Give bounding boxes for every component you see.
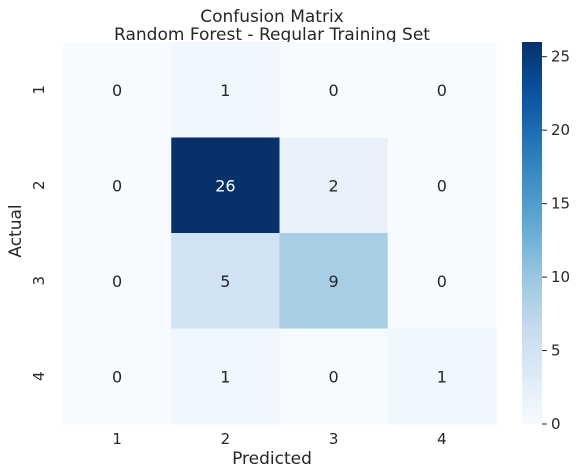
heatmap-cell [279, 137, 389, 234]
heatmap-cell-label: 0 [437, 272, 447, 291]
heatmap-cell [63, 328, 172, 425]
heatmap-cell [387, 137, 497, 234]
heatmap-cell [279, 42, 389, 138]
x-axis-label: Predicted [232, 449, 312, 469]
heatmap-cell-label: 2 [329, 176, 339, 195]
y-axis-label: Actual [6, 204, 26, 257]
heatmap-cell [387, 328, 497, 425]
heatmap-cell-label: 26 [215, 176, 235, 195]
colorbar-tick-label: 15 [551, 195, 570, 213]
x-tick-label: 2 [221, 430, 231, 448]
heatmap-cell-label: 0 [112, 272, 122, 291]
y-tick-label: 3 [30, 276, 48, 286]
heatmap-cell [63, 137, 172, 234]
x-tick-label: 4 [437, 430, 447, 448]
heatmap-cell-label: 5 [220, 272, 230, 291]
heatmap-cell-labels: 0 1 0 0 0 26 2 0 0 5 9 0 0 1 0 1 [112, 81, 447, 387]
heatmap-cell [171, 328, 280, 425]
colorbar [522, 42, 542, 424]
heatmap-cell-label: 0 [112, 367, 122, 386]
heatmap-cell-label: 0 [437, 81, 447, 100]
heatmap-cell [279, 233, 389, 329]
colorbar-tick-label: 20 [551, 121, 570, 139]
heatmap-cell [279, 328, 389, 425]
x-axis-ticks: 1 2 3 4 [112, 430, 446, 448]
colorbar-tick-label: 25 [551, 48, 570, 66]
heatmap-cell [387, 233, 497, 329]
heatmap-cell-label: 0 [112, 81, 122, 100]
y-tick-label: 1 [30, 85, 48, 95]
y-tick-label: 2 [30, 180, 48, 190]
heatmap-cell [387, 42, 497, 138]
heatmap-cell [63, 42, 172, 138]
heatmap-cell [171, 137, 280, 234]
colorbar-tick-label: 5 [551, 342, 561, 360]
y-tick-label: 4 [30, 371, 48, 381]
heatmap-cell-label: 0 [329, 367, 339, 386]
heatmap-cell [171, 42, 280, 138]
chart-subtitle: Random Forest - Regular Training Set [114, 25, 430, 45]
colorbar-ticks: 0 5 10 15 20 25 [542, 48, 570, 433]
heatmap-cell-label: 1 [220, 81, 230, 100]
heatmap-cell-label: 0 [329, 81, 339, 100]
chart-title: Confusion Matrix [200, 7, 344, 27]
heatmap-cell-label: 1 [437, 367, 447, 386]
heatmap-cell-label: 1 [220, 367, 230, 386]
heatmap-cell-label: 0 [112, 176, 122, 195]
heatmap-cell [171, 233, 280, 329]
heatmap-cells [63, 42, 497, 425]
colorbar-tick-label: 0 [551, 415, 561, 433]
x-tick-label: 3 [329, 430, 339, 448]
colorbar-tick-label: 10 [551, 268, 570, 286]
x-tick-label: 1 [112, 430, 122, 448]
heatmap-cell-label: 0 [437, 176, 447, 195]
heatmap-cell [63, 233, 172, 329]
heatmap-cell-label: 9 [329, 272, 339, 291]
y-axis-ticks: 1 2 3 4 [30, 85, 48, 381]
